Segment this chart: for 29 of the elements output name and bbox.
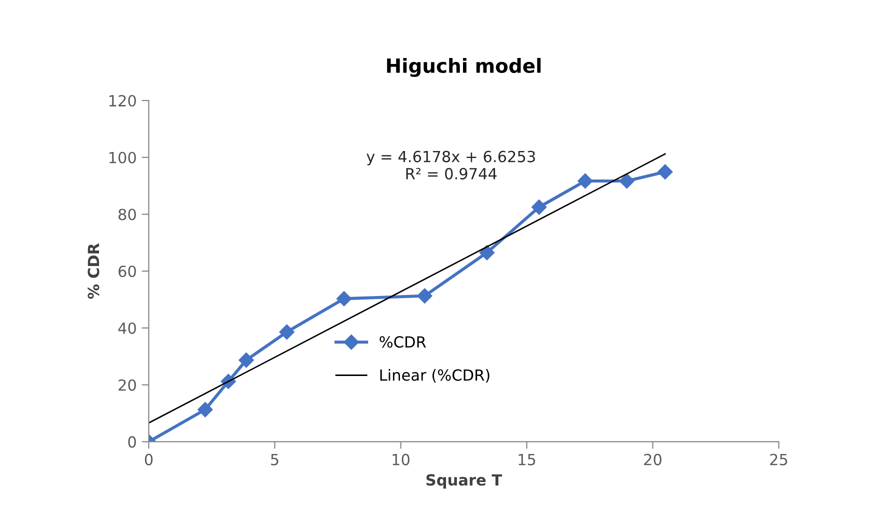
- point: [658, 164, 673, 180]
- y-tick-label: 120: [109, 94, 136, 107]
- chart-title: Higuchi model: [387, 58, 541, 77]
- x-axis-title: Square T: [426, 474, 502, 489]
- point: [336, 291, 352, 306]
- legend-label: %CDR: [380, 336, 426, 348]
- annotation: y = 4.6178x + 6.6253 R² = 0.9744: [366, 150, 535, 180]
- x-tick-label: 0: [144, 454, 153, 466]
- x-tick-label: 10: [392, 454, 410, 466]
- x-tick-label: 25: [770, 454, 788, 466]
- y-axis-title: % CDR: [88, 243, 100, 299]
- y-tick-label: 20: [118, 379, 136, 391]
- point: [532, 200, 547, 215]
- point: [479, 245, 495, 260]
- y-tick-label: 0: [128, 436, 136, 448]
- y-tick-label: 60: [118, 266, 136, 278]
- x-tick-label: 5: [271, 454, 278, 466]
- x-tick-label: 15: [518, 454, 536, 466]
- point: [417, 288, 432, 304]
- point: [238, 352, 254, 368]
- point: [198, 402, 213, 418]
- point: [578, 173, 593, 189]
- y-tick-label: 80: [118, 208, 136, 220]
- y-tick-label: 40: [118, 322, 136, 334]
- point: [619, 173, 634, 189]
- x-tick-label: 20: [644, 454, 662, 466]
- y-tick-label: 100: [109, 152, 136, 164]
- point: [279, 324, 294, 340]
- legend-label: Linear (%CDR): [380, 368, 490, 383]
